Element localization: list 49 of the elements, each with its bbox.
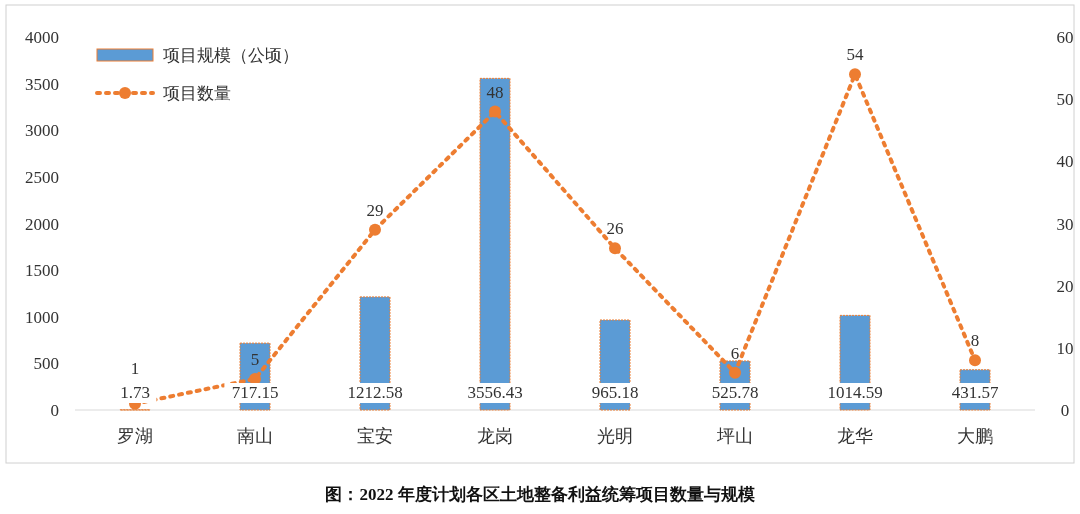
y-tick-label: 500 [33, 354, 59, 374]
y-tick-label: 1500 [25, 261, 59, 281]
data-label: 431.57 [951, 383, 999, 402]
y-tick-label: 2000 [25, 214, 59, 234]
data-label: 525.78 [711, 383, 759, 402]
point [489, 105, 501, 118]
y-tick-label: 2500 [25, 167, 59, 187]
data-label: 54 [846, 45, 864, 65]
data-label: 1212.58 [347, 383, 403, 402]
data-label: 1014.59 [827, 383, 883, 402]
y2-tick-label: 10 [1056, 338, 1074, 358]
data-label: 29 [366, 200, 384, 220]
point [849, 68, 861, 81]
data-label: 26 [606, 219, 624, 239]
data-label: 6 [730, 343, 740, 363]
data-label: 3556.43 [467, 383, 523, 402]
point [369, 223, 381, 236]
point [969, 354, 981, 367]
y-tick-label: 3500 [25, 74, 59, 94]
legend-label: 项目数量 [163, 84, 231, 103]
y2-tick-label: 40 [1056, 152, 1074, 172]
text: 图：2022 年度计划各区土地整备利益统筹项目数量与规模 [325, 485, 755, 504]
data-label: 1.73 [120, 383, 150, 402]
data-label: 965.18 [591, 383, 639, 402]
data-label: 717.15 [231, 383, 279, 402]
data-label: 48 [486, 82, 504, 102]
x-tick-label: 南山 [237, 426, 273, 446]
y-tick-label: 3000 [25, 121, 59, 141]
point [729, 366, 741, 379]
x-tick-label: 大鹏 [957, 426, 993, 446]
data-label: 1 [130, 359, 140, 378]
y2-tick-label: 30 [1056, 214, 1074, 234]
y-tick-label: 0 [50, 401, 59, 420]
point [609, 242, 621, 255]
y-tick-label: 4000 [25, 28, 59, 47]
y2-tick-label: 0 [1060, 401, 1070, 420]
y2-tick-label: 60 [1056, 28, 1074, 47]
legend-label: 项目规模（公顷） [163, 46, 299, 65]
x-tick-label: 宝安 [357, 426, 393, 446]
x-tick-label: 龙岗 [477, 426, 513, 446]
data-label: 5 [250, 349, 260, 369]
x-tick-label: 坪山 [716, 426, 753, 446]
y-tick-label: 1000 [25, 307, 59, 327]
x-tick-label: 罗湖 [117, 426, 153, 446]
y2-tick-label: 20 [1056, 276, 1074, 296]
x-tick-label: 光明 [597, 426, 633, 446]
data-label: 8 [970, 331, 980, 351]
x-tick-label: 龙华 [837, 426, 873, 446]
y2-tick-label: 50 [1056, 90, 1074, 110]
